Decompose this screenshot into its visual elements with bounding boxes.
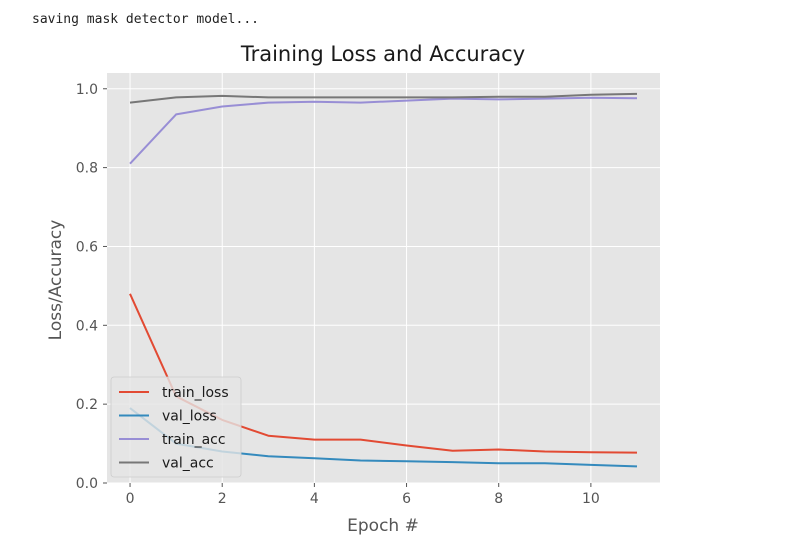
legend-label: val_loss bbox=[162, 409, 217, 425]
grid-lines bbox=[107, 73, 660, 484]
x-tick-label: 8 bbox=[494, 491, 503, 507]
y-tick-label: 0.4 bbox=[76, 318, 98, 334]
series-line-val-acc bbox=[129, 92, 638, 104]
axis-ticks: 0 2 4 6 8 10 0.0 0.2 0.4 0.6 0.8 1.0 bbox=[76, 82, 600, 507]
y-tick-label: 1.0 bbox=[76, 82, 98, 98]
y-tick-label: 0.8 bbox=[76, 161, 98, 177]
x-tick-label: 2 bbox=[218, 491, 227, 507]
x-axis-label: Epoch # bbox=[347, 516, 419, 536]
series-line-train-acc bbox=[129, 96, 638, 165]
legend-box bbox=[110, 376, 242, 478]
legend-label: train_loss bbox=[162, 385, 229, 401]
legend-label: train_acc bbox=[162, 432, 226, 448]
y-tick-label: 0.0 bbox=[76, 476, 98, 492]
x-tick-label: 4 bbox=[310, 491, 319, 507]
y-tick-label: 0.2 bbox=[76, 397, 98, 413]
x-tick-label: 10 bbox=[582, 491, 600, 507]
x-tick-label: 0 bbox=[126, 491, 135, 507]
console-output: saving mask detector model... bbox=[32, 12, 259, 27]
chart-title: Training Loss and Accuracy bbox=[240, 42, 525, 66]
legend-label: val_acc bbox=[162, 456, 214, 472]
legend: train_loss val_loss train_acc val_acc bbox=[110, 376, 242, 478]
x-tick-label: 6 bbox=[402, 491, 411, 507]
y-tick-label: 0.6 bbox=[76, 239, 98, 255]
y-axis-label: Loss/Accuracy bbox=[46, 220, 66, 341]
